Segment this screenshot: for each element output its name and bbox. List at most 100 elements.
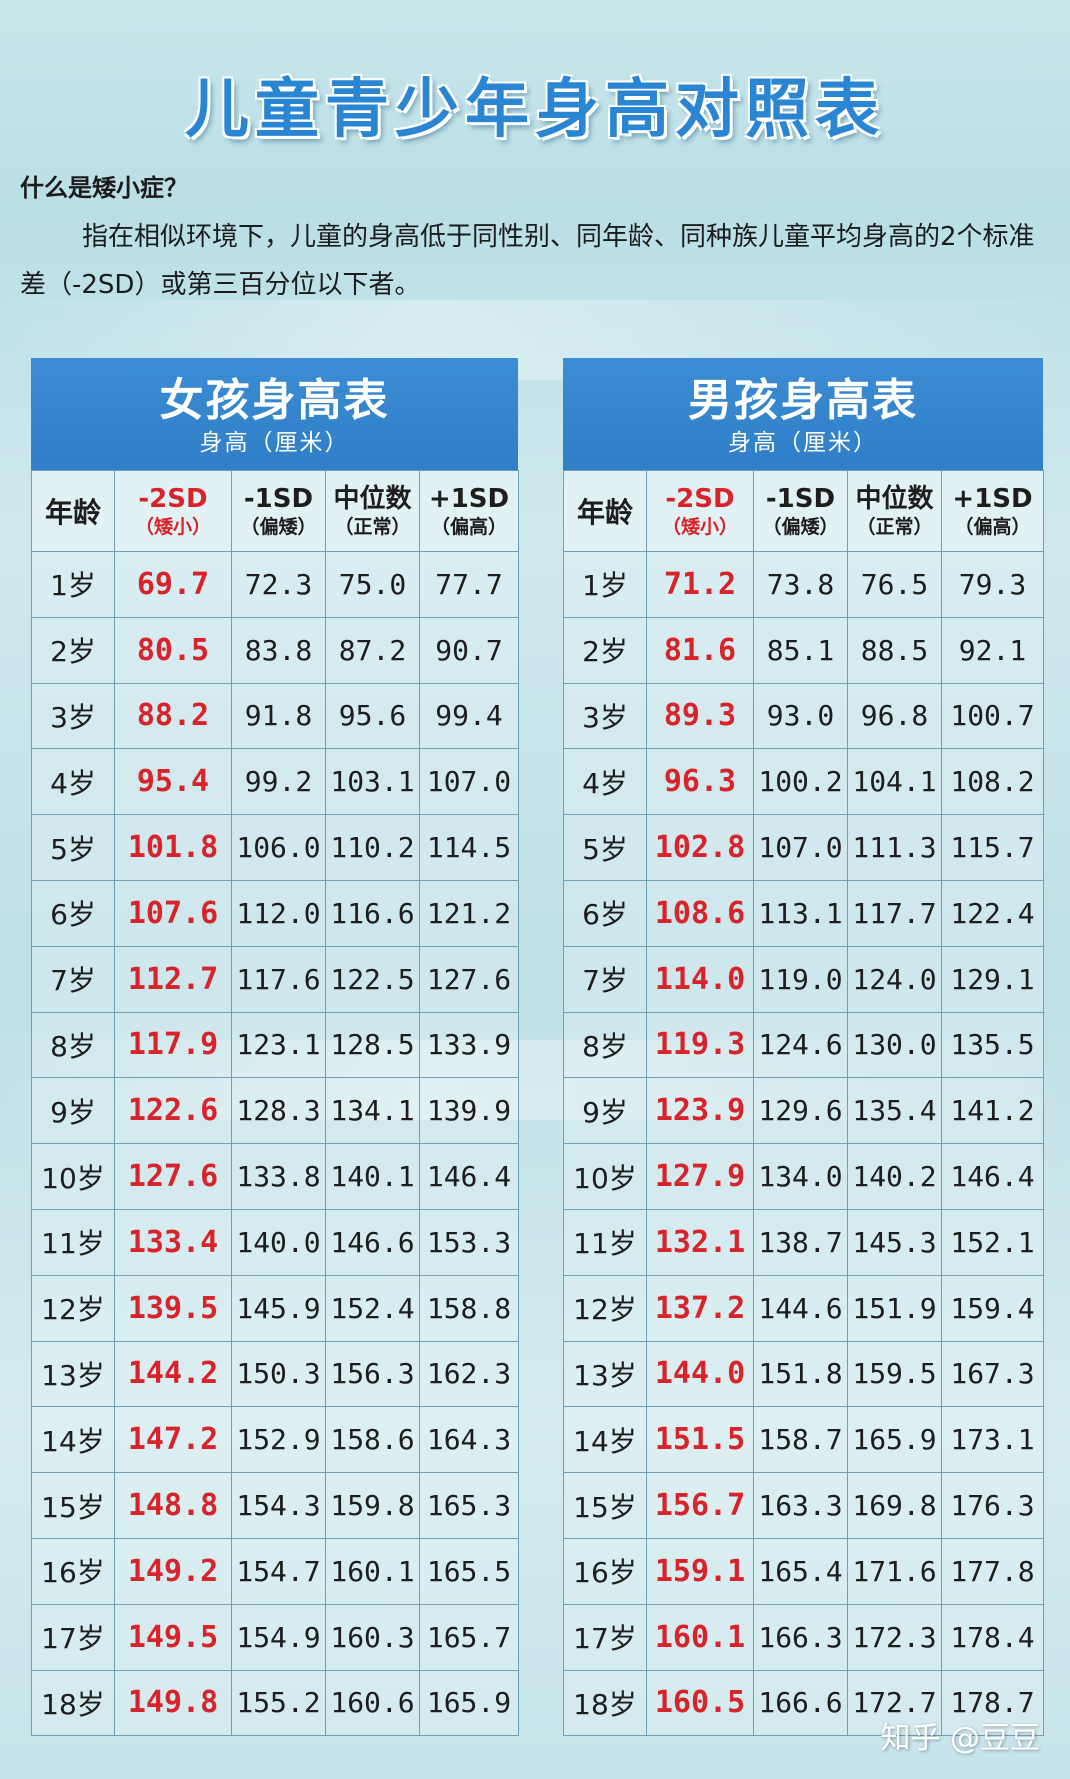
sd-plus1-cell: 99.4 xyxy=(419,682,519,750)
sd-minus2-cell: 156.7 xyxy=(646,1472,754,1539)
table-row: 14岁 151.5 158.7 165.9 173.1 xyxy=(563,1406,1044,1474)
boys-table-body: 1岁 71.2 73.8 76.5 79.3 2岁 81.6 85.1 88.5 92.1 3岁 89… xyxy=(563,551,1044,1737)
age-cell: 12岁 xyxy=(31,1274,115,1342)
sd-minus2-cell: 102.8 xyxy=(646,814,754,881)
sd-minus2-cell: 132.1 xyxy=(646,1208,754,1276)
sd-minus2-cell: 80.5 xyxy=(114,616,232,684)
sd-plus1-cell: 108.2 xyxy=(941,748,1044,816)
col-header-sd-plus1: +1SD （偏高） xyxy=(419,470,519,552)
sd-minus2-cell: 137.2 xyxy=(646,1274,754,1342)
sd-minus1-cell: 166.3 xyxy=(753,1603,848,1671)
median-cell: 151.9 xyxy=(847,1274,942,1342)
age-cell: 17岁 xyxy=(563,1603,647,1671)
age-cell: 13岁 xyxy=(31,1340,115,1408)
median-cell: 87.2 xyxy=(325,616,420,684)
intro-paragraph: 指在相似环境下，儿童的身高低于同性别、同年龄、同种族儿童平均身高的2个标准差（-… xyxy=(20,222,1035,300)
median-cell: 140.2 xyxy=(847,1143,942,1210)
table-row: 18岁 149.8 155.2 160.6 165.9 xyxy=(31,1669,519,1737)
age-cell: 9岁 xyxy=(563,1077,647,1145)
median-cell: 110.2 xyxy=(325,814,420,881)
median-cell: 172.7 xyxy=(847,1669,942,1737)
age-cell: 8岁 xyxy=(563,1011,647,1079)
table-row: 15岁 156.7 163.3 169.8 176.3 xyxy=(563,1472,1044,1539)
table-row: 2岁 80.5 83.8 87.2 90.7 xyxy=(31,616,519,684)
col-header-sd-minus1: -1SD （偏矮） xyxy=(231,470,326,552)
median-cell: 75.0 xyxy=(325,551,420,618)
sd-minus1-cell: 107.0 xyxy=(753,814,848,881)
sd-plus1-cell: 135.5 xyxy=(941,1011,1044,1079)
table-row: 8岁 119.3 124.6 130.0 135.5 xyxy=(563,1011,1044,1079)
age-cell: 5岁 xyxy=(31,814,115,881)
sd-plus1-cell: 152.1 xyxy=(941,1208,1044,1276)
age-cell: 10岁 xyxy=(31,1143,115,1210)
sd-plus1-cell: 121.2 xyxy=(419,879,519,947)
sd-plus1-cell: 162.3 xyxy=(419,1340,519,1408)
age-cell: 13岁 xyxy=(563,1340,647,1408)
table-row: 4岁 95.4 99.2 103.1 107.0 xyxy=(31,748,519,816)
age-cell: 7岁 xyxy=(563,945,647,1013)
table-row: 12岁 139.5 145.9 152.4 158.8 xyxy=(31,1274,519,1342)
median-cell: 88.5 xyxy=(847,616,942,684)
table-row: 5岁 102.8 107.0 111.3 115.7 xyxy=(563,814,1044,881)
table-row: 7岁 114.0 119.0 124.0 129.1 xyxy=(563,945,1044,1013)
sd-minus2-cell: 149.5 xyxy=(114,1603,232,1671)
sd-minus1-cell: 163.3 xyxy=(753,1472,848,1539)
sd-minus1-cell: 166.6 xyxy=(753,1669,848,1737)
sd-plus1-cell: 165.7 xyxy=(419,1603,519,1671)
sd-minus1-cell: 144.6 xyxy=(753,1274,848,1342)
col-header-age: 年龄 xyxy=(563,470,647,552)
sd-plus1-cell: 176.3 xyxy=(941,1472,1044,1539)
table-row: 10岁 127.6 133.8 140.1 146.4 xyxy=(31,1143,519,1210)
age-cell: 5岁 xyxy=(563,814,647,881)
sd-plus1-cell: 77.7 xyxy=(419,551,519,618)
sd-minus1-cell: 154.3 xyxy=(231,1472,326,1539)
sd-plus1-cell: 158.8 xyxy=(419,1274,519,1342)
boys-panel-header: 男孩身高表 身高（厘米） xyxy=(563,358,1043,470)
table-row: 11岁 133.4 140.0 146.6 153.3 xyxy=(31,1208,519,1276)
sd-minus2-cell: 127.9 xyxy=(646,1143,754,1210)
sd-minus2-cell: 147.2 xyxy=(114,1406,232,1474)
median-cell: 146.6 xyxy=(325,1208,420,1276)
sd-plus1-cell: 165.9 xyxy=(419,1669,519,1737)
table-row: 15岁 148.8 154.3 159.8 165.3 xyxy=(31,1472,519,1539)
age-cell: 4岁 xyxy=(31,748,115,816)
age-cell: 10岁 xyxy=(563,1143,647,1210)
sd-minus2-cell: 89.3 xyxy=(646,682,754,750)
sd-minus1-cell: 140.0 xyxy=(231,1208,326,1276)
sd-plus1-cell: 115.7 xyxy=(941,814,1044,881)
col-header-median: 中位数 （正常） xyxy=(847,470,942,552)
age-cell: 17岁 xyxy=(31,1603,115,1671)
sd-minus1-cell: 73.8 xyxy=(753,551,848,618)
sd-minus2-cell: 149.2 xyxy=(114,1537,232,1605)
sd-minus2-cell: 133.4 xyxy=(114,1208,232,1276)
median-cell: 145.3 xyxy=(847,1208,942,1276)
sd-minus1-cell: 128.3 xyxy=(231,1077,326,1145)
median-cell: 96.8 xyxy=(847,682,942,750)
sd-plus1-cell: 139.9 xyxy=(419,1077,519,1145)
sd-minus1-cell: 134.0 xyxy=(753,1143,848,1210)
table-row: 16岁 149.2 154.7 160.1 165.5 xyxy=(31,1537,519,1605)
col-header-age: 年龄 xyxy=(31,470,115,552)
sd-minus1-cell: 145.9 xyxy=(231,1274,326,1342)
median-cell: 160.3 xyxy=(325,1603,420,1671)
sd-minus1-cell: 112.0 xyxy=(231,879,326,947)
table-row: 11岁 132.1 138.7 145.3 152.1 xyxy=(563,1208,1044,1276)
table-row: 2岁 81.6 85.1 88.5 92.1 xyxy=(563,616,1044,684)
col-header-median: 中位数 （正常） xyxy=(325,470,420,552)
sd-plus1-cell: 177.8 xyxy=(941,1537,1044,1605)
table-row: 9岁 122.6 128.3 134.1 139.9 xyxy=(31,1077,519,1145)
sd-minus2-cell: 95.4 xyxy=(114,748,232,816)
boys-height-table: 年龄 -2SD （矮小） -1SD （偏矮） 中位数 （正常） +1SD （偏高） 1岁… xyxy=(563,470,1044,1737)
median-cell: 169.8 xyxy=(847,1472,942,1539)
table-row: 8岁 117.9 123.1 128.5 133.9 xyxy=(31,1011,519,1079)
table-row: 13岁 144.0 151.8 159.5 167.3 xyxy=(563,1340,1044,1408)
age-cell: 15岁 xyxy=(563,1472,647,1539)
sd-plus1-cell: 167.3 xyxy=(941,1340,1044,1408)
table-row: 4岁 96.3 100.2 104.1 108.2 xyxy=(563,748,1044,816)
age-cell: 12岁 xyxy=(563,1274,647,1342)
sd-minus2-cell: 123.9 xyxy=(646,1077,754,1145)
girls-panel-header: 女孩身高表 身高（厘米） xyxy=(31,358,518,470)
table-row: 7岁 112.7 117.6 122.5 127.6 xyxy=(31,945,519,1013)
sd-plus1-cell: 146.4 xyxy=(419,1143,519,1210)
median-cell: 160.1 xyxy=(325,1537,420,1605)
